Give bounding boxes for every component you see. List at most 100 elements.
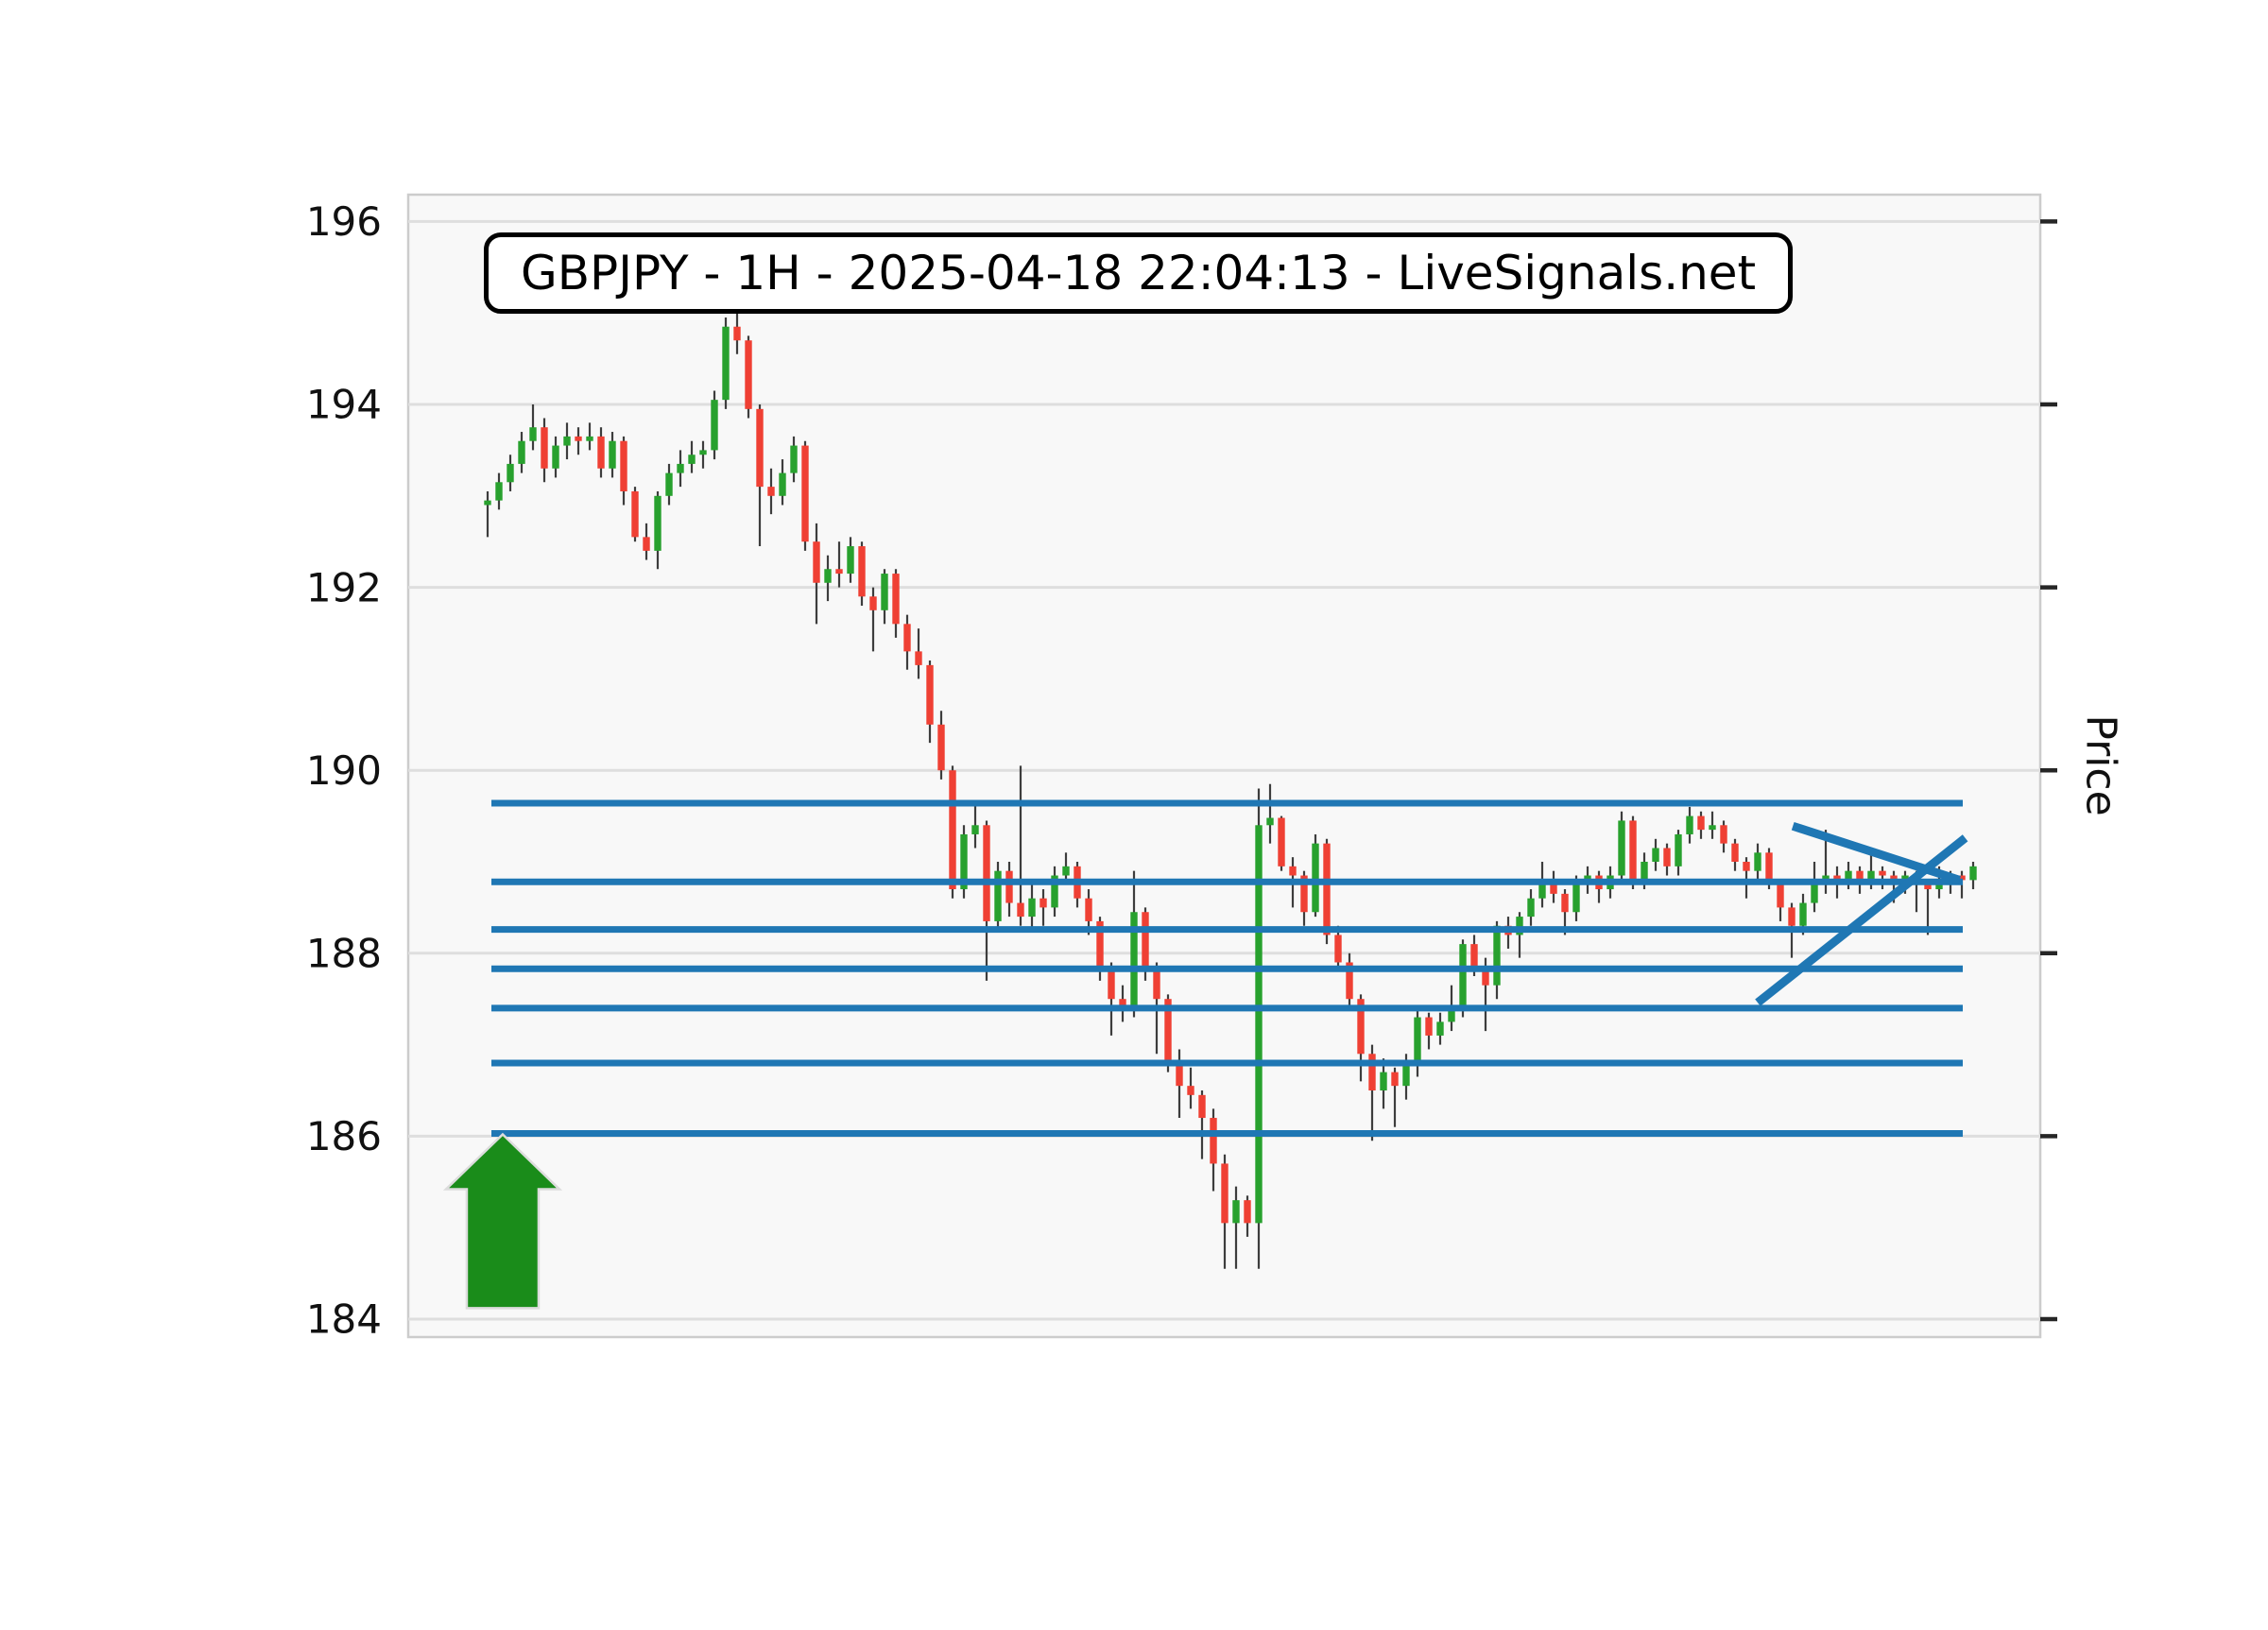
candle-down bbox=[858, 546, 866, 597]
candle-down bbox=[1300, 875, 1308, 913]
candle-up bbox=[677, 463, 684, 473]
candle-up bbox=[1901, 875, 1909, 881]
candle-up bbox=[1811, 884, 1818, 903]
candle-up bbox=[971, 825, 979, 834]
candle-down bbox=[1289, 866, 1297, 876]
candle-down bbox=[1731, 843, 1739, 862]
candle-up bbox=[529, 427, 537, 441]
candle-up bbox=[824, 569, 832, 583]
candle-up bbox=[1867, 870, 1875, 881]
candle-down bbox=[1550, 880, 1557, 894]
candle-up bbox=[1493, 925, 1501, 986]
candle-down bbox=[1833, 875, 1841, 881]
candle-down bbox=[767, 487, 775, 496]
candle-up bbox=[654, 495, 662, 551]
candle-down bbox=[1017, 902, 1024, 918]
candle-up bbox=[1675, 833, 1682, 866]
candle-down bbox=[1788, 907, 1796, 926]
candle-down bbox=[1470, 944, 1478, 968]
candle-up bbox=[1572, 884, 1580, 913]
chart-title-text: GBPJPY - 1H - 2025-04-18 22:04:13 - Live… bbox=[521, 246, 1757, 300]
candle-up bbox=[1266, 817, 1274, 826]
candle-up bbox=[1312, 843, 1319, 913]
candle-down bbox=[801, 445, 809, 542]
candle-down bbox=[1005, 870, 1013, 903]
candle-up bbox=[1232, 1200, 1240, 1224]
candle-down bbox=[1210, 1118, 1217, 1164]
candle-down bbox=[631, 490, 639, 538]
trendline-descending-resistance bbox=[1791, 821, 1961, 884]
up-arrow-marker bbox=[442, 1132, 563, 1310]
candle-up bbox=[1527, 898, 1535, 918]
candle-down bbox=[1040, 898, 1047, 908]
candle-up bbox=[1799, 902, 1807, 926]
candle-down bbox=[1108, 971, 1115, 1000]
candle-down bbox=[1085, 898, 1092, 921]
candle-up bbox=[790, 445, 798, 473]
candle-up bbox=[1255, 825, 1263, 1224]
candle-down bbox=[1176, 1062, 1183, 1087]
candle-up bbox=[1380, 1072, 1387, 1090]
candle-down bbox=[1142, 912, 1149, 972]
candle-down bbox=[937, 724, 945, 771]
candle-up bbox=[1130, 912, 1138, 1008]
candle-up bbox=[847, 546, 854, 575]
candle-up bbox=[495, 482, 503, 501]
candle-down bbox=[892, 574, 900, 625]
candle-up bbox=[994, 870, 1002, 921]
candle-down bbox=[926, 664, 934, 725]
candle-down bbox=[1879, 870, 1886, 876]
candle-down bbox=[1221, 1163, 1228, 1224]
candle-down bbox=[1743, 862, 1750, 871]
candle-up bbox=[518, 440, 525, 464]
y-tick-label: 196 bbox=[306, 198, 382, 245]
candle-up bbox=[1436, 1021, 1444, 1036]
candle-down bbox=[1856, 870, 1864, 881]
candle-down bbox=[869, 596, 877, 610]
candle-down bbox=[1425, 1017, 1433, 1036]
y-tick-label: 194 bbox=[306, 382, 382, 428]
y-tick-label: 190 bbox=[306, 747, 382, 794]
candle-down bbox=[1777, 884, 1784, 908]
candle-up bbox=[1538, 880, 1546, 899]
candle-down bbox=[1096, 920, 1104, 972]
candle-up bbox=[688, 455, 696, 464]
candle-down bbox=[1244, 1200, 1251, 1224]
candle-down bbox=[1924, 884, 1932, 890]
candle-down bbox=[756, 408, 764, 488]
candle-down bbox=[643, 537, 650, 551]
candle-down bbox=[1561, 893, 1569, 913]
candle-up bbox=[1641, 862, 1648, 881]
candle-up bbox=[1402, 1062, 1410, 1087]
y-tick-label: 188 bbox=[306, 931, 382, 977]
candle-down bbox=[733, 326, 741, 341]
candle-down bbox=[1323, 843, 1331, 935]
candle-up bbox=[1459, 944, 1467, 1008]
candle-down bbox=[1357, 999, 1365, 1055]
candle-down bbox=[1720, 825, 1727, 844]
candle-up bbox=[1686, 815, 1693, 834]
candle-down bbox=[541, 427, 548, 469]
candle-up bbox=[563, 436, 571, 446]
candle-up bbox=[711, 400, 718, 451]
candle-down bbox=[1119, 999, 1126, 1008]
candle-up bbox=[552, 445, 559, 469]
candle-up bbox=[665, 472, 673, 496]
candle-up bbox=[1845, 870, 1852, 881]
candle-down bbox=[1958, 875, 1966, 881]
candle-up bbox=[960, 833, 968, 890]
trendline-ascending-support bbox=[1755, 834, 1968, 1006]
chart-title-box: GBPJPY - 1H - 2025-04-18 22:04:13 - Live… bbox=[484, 232, 1794, 314]
candle-down bbox=[1663, 848, 1671, 866]
price-axis-label: Price bbox=[2077, 714, 2125, 815]
candle-down bbox=[835, 569, 843, 575]
candle-down bbox=[1278, 817, 1285, 866]
candle-up bbox=[484, 500, 491, 506]
candle-down bbox=[1164, 999, 1172, 1063]
y-tick-label: 186 bbox=[306, 1113, 382, 1159]
candle-down bbox=[1198, 1094, 1206, 1119]
candle-up bbox=[1709, 825, 1716, 831]
candle-down bbox=[949, 770, 956, 890]
candle-down bbox=[1890, 875, 1898, 881]
candle-down bbox=[1629, 820, 1637, 881]
